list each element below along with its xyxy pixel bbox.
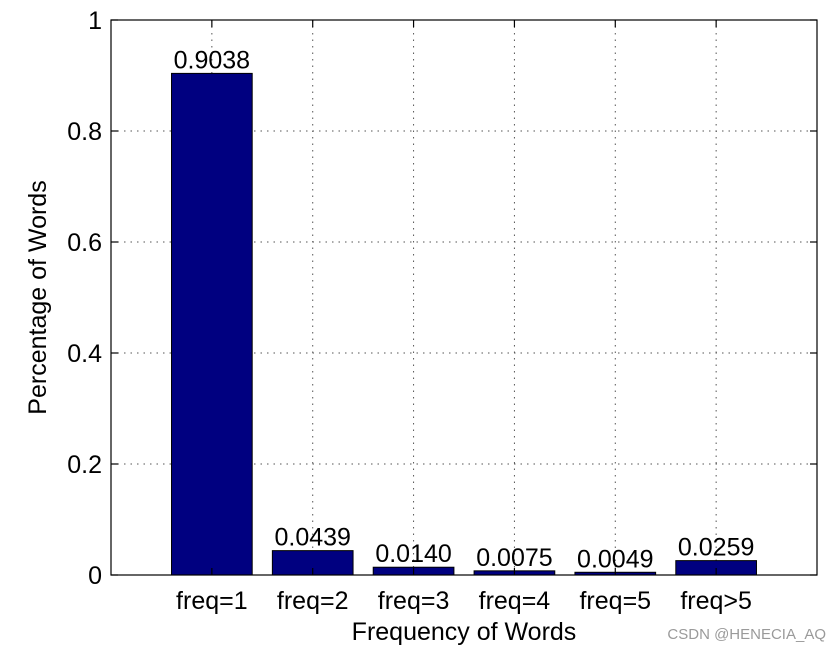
bars — [171, 72, 757, 576]
bar-value-label: 0.0140 — [375, 540, 451, 568]
x-tick-label: freq=5 — [579, 587, 651, 615]
bar-value-label: 0.0075 — [476, 544, 552, 572]
watermark: CSDN @HENECIA_AQ — [667, 626, 826, 643]
y-tick-label: 0.4 — [67, 340, 102, 368]
y-ticks: 0 0.2 0.4 0.6 0.8 1 — [67, 7, 817, 590]
x-tick-label: freq=2 — [277, 587, 349, 615]
bar-value-label: 0.0049 — [577, 545, 653, 573]
y-tick-label: 0.6 — [67, 229, 102, 257]
bar-value-label: 0.0439 — [274, 524, 350, 552]
y-axis-label: Percentage of Words — [24, 180, 52, 414]
category-labels: freq=1 freq=2 freq=3 freq=4 freq=5 freq>5 — [176, 587, 752, 615]
x-tick-label: freq=3 — [378, 587, 450, 615]
bar-value-label: 0.9038 — [174, 46, 250, 74]
x-axis-label: Frequency of Words — [352, 618, 577, 646]
x-tick-label: freq=1 — [176, 587, 248, 615]
y-tick-label: 0.2 — [67, 451, 102, 479]
plot-frame — [110, 19, 818, 576]
bar — [171, 72, 253, 576]
y-tick-label: 0.8 — [67, 118, 102, 146]
x-tick-label: freq>5 — [680, 587, 752, 615]
bar-value-label: 0.0259 — [678, 534, 754, 562]
data-labels: 0.9038 0.0439 0.0140 0.0075 0.0049 0.0259 — [174, 46, 755, 573]
y-tick-label: 0 — [88, 562, 102, 590]
x-tick-label: freq=4 — [479, 587, 551, 615]
y-tick-label: 1 — [88, 7, 102, 35]
